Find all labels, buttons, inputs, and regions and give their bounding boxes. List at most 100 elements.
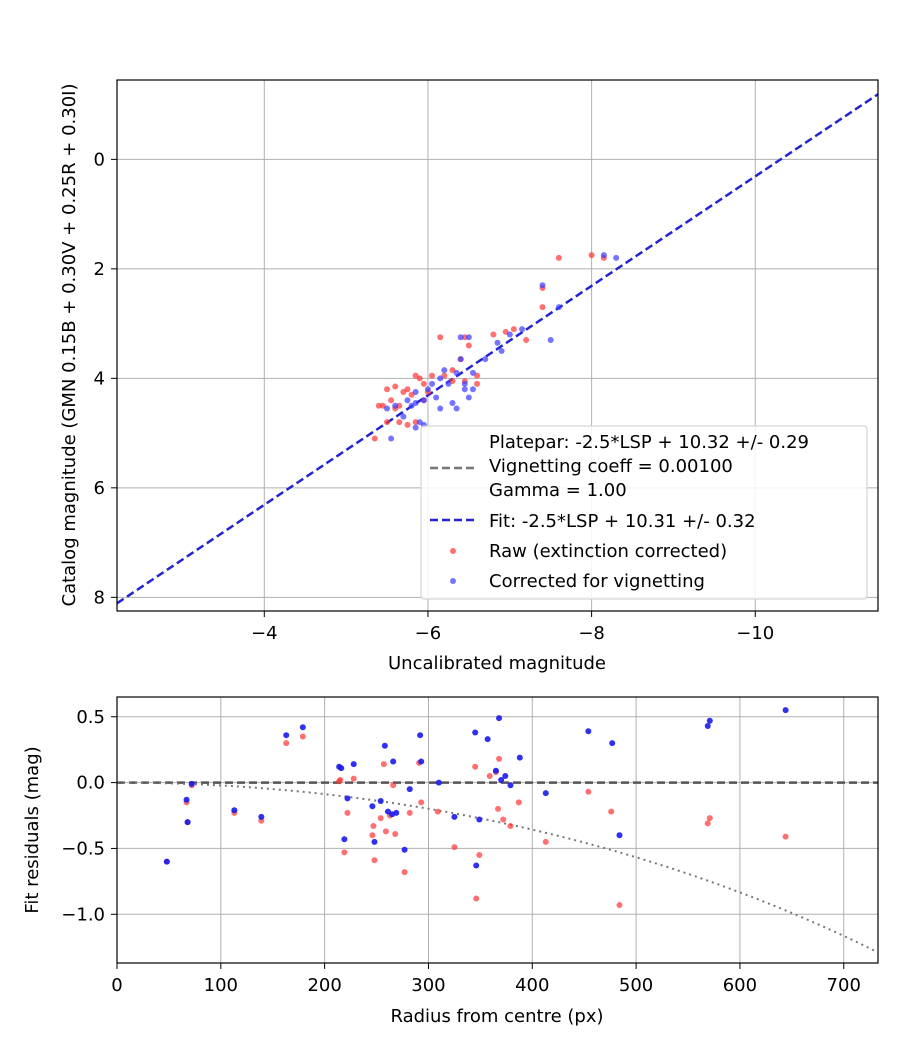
corrected-point bbox=[437, 375, 444, 382]
corrected-residual-point bbox=[704, 722, 711, 729]
top-y-ticks: 0 2 4 6 8 bbox=[94, 149, 117, 608]
raw-point bbox=[384, 386, 391, 393]
corrected-point bbox=[404, 397, 411, 404]
corrected-point bbox=[461, 386, 468, 393]
corrected-point bbox=[539, 282, 546, 289]
corrected-residual-point bbox=[609, 740, 616, 747]
corrected-residual-point bbox=[338, 765, 345, 772]
raw-point bbox=[490, 331, 497, 338]
raw-point bbox=[588, 252, 595, 259]
raw-point bbox=[371, 435, 378, 442]
raw-point bbox=[510, 326, 517, 333]
bottom-x-tick-label: 700 bbox=[827, 975, 861, 996]
top-axes-frame bbox=[116, 79, 879, 612]
raw-point bbox=[523, 337, 530, 344]
raw-residual-point bbox=[507, 823, 514, 830]
corrected-residual-point bbox=[507, 782, 514, 789]
bottom-y-ticks: 0.5 0.0 −0.5 −1.0 bbox=[61, 707, 117, 925]
corrected-residual-point bbox=[258, 813, 265, 820]
top-y-axis-label: Catalog magnitude (GMN 0.15B + 0.30V + 0… bbox=[59, 83, 80, 606]
raw-residual-point bbox=[371, 857, 378, 864]
top-plot-area bbox=[116, 93, 879, 605]
raw-point bbox=[437, 334, 444, 341]
bottom-x-tick-label: 200 bbox=[307, 975, 341, 996]
bottom-axes-frame bbox=[116, 696, 879, 964]
corrected-point bbox=[449, 399, 456, 406]
legend-vignetting-label: Vignetting coeff = 0.00100 bbox=[489, 456, 733, 477]
corrected-residual-point bbox=[381, 742, 388, 749]
corrected-residual-point bbox=[782, 707, 789, 714]
corrected-residual-point bbox=[418, 758, 425, 765]
top-x-tick-label: −8 bbox=[578, 623, 605, 644]
corrected-residual-point bbox=[585, 728, 592, 735]
raw-residual-point bbox=[390, 782, 397, 789]
corrected-residual-point bbox=[231, 807, 238, 814]
bottom-x-ticks: 0 100 200 300 400 500 600 700 bbox=[111, 963, 861, 996]
bottom-x-tick-label: 400 bbox=[515, 975, 549, 996]
corrected-point bbox=[441, 367, 448, 374]
legend-corrected-marker-icon bbox=[450, 578, 456, 584]
corrected-residual-point bbox=[344, 795, 351, 802]
bottom-y-tick-label: −0.5 bbox=[61, 838, 105, 859]
corrected-point bbox=[555, 304, 562, 311]
raw-residual-point bbox=[380, 761, 387, 768]
raw-residual-point bbox=[337, 776, 344, 783]
top-x-tick-label: −4 bbox=[251, 623, 278, 644]
corrected-residual-point bbox=[492, 767, 499, 774]
legend-box bbox=[420, 425, 868, 600]
corrected-residual-point bbox=[451, 813, 458, 820]
corrected-point bbox=[429, 380, 436, 387]
corrected-point bbox=[461, 380, 468, 387]
raw-residual-point bbox=[392, 830, 399, 837]
top-y-tick-label: 0 bbox=[94, 149, 105, 170]
bottom-y-tick-label: 0.5 bbox=[76, 707, 105, 728]
bottom-plot-area bbox=[116, 707, 879, 954]
corrected-point bbox=[506, 331, 513, 338]
legend-fit-label: Fit: -2.5*LSP + 10.31 +/- 0.32 bbox=[489, 511, 756, 532]
raw-point bbox=[429, 372, 436, 379]
top-grid bbox=[117, 80, 878, 611]
corrected-point bbox=[384, 405, 391, 412]
fit-line bbox=[116, 93, 879, 605]
raw-residual-point bbox=[283, 740, 290, 747]
raw-residual-point bbox=[706, 815, 713, 822]
corrected-point bbox=[547, 337, 554, 344]
bottom-x-tick-label: 300 bbox=[411, 975, 445, 996]
raw-residual-point bbox=[350, 775, 357, 782]
legend-raw-label: Raw (extinction corrected) bbox=[489, 541, 727, 562]
raw-residual-point bbox=[495, 805, 502, 812]
raw-residual-point bbox=[434, 808, 441, 815]
corrected-residual-point bbox=[476, 816, 483, 823]
corrected-residual-point bbox=[377, 798, 384, 805]
corrected-point bbox=[433, 394, 440, 401]
top-y-tick-label: 6 bbox=[94, 478, 105, 499]
corrected-point bbox=[388, 435, 395, 442]
top-legend: Platepar: -2.5*LSP + 10.32 +/- 0.29 Vign… bbox=[420, 425, 868, 600]
raw-residual-point bbox=[382, 828, 389, 835]
corrected-residual-point bbox=[188, 780, 195, 787]
corrected-residual-point bbox=[616, 832, 623, 839]
raw-point bbox=[404, 421, 411, 428]
legend-corrected-label: Corrected for vignetting bbox=[489, 571, 705, 592]
raw-point bbox=[396, 419, 403, 426]
corrected-point bbox=[400, 413, 407, 420]
corrected-residual-point bbox=[183, 796, 190, 803]
raw-residual-point bbox=[451, 844, 458, 851]
raw-residual-point bbox=[542, 838, 549, 845]
corrected-residual-point bbox=[371, 838, 378, 845]
bottom-x-tick-label: 600 bbox=[723, 975, 757, 996]
corrected-residual-point bbox=[496, 715, 503, 722]
bottom-y-axis-label: Fit residuals (mag) bbox=[22, 746, 43, 913]
raw-point bbox=[474, 380, 481, 387]
corrected-residual-point bbox=[516, 754, 523, 761]
corrected-residual-point bbox=[472, 729, 479, 736]
corrected-residual-point bbox=[706, 717, 713, 724]
raw-residual-point bbox=[472, 763, 479, 770]
corrected-point bbox=[613, 254, 620, 261]
corrected-residual-point bbox=[390, 758, 397, 765]
raw-residual-point bbox=[585, 788, 592, 795]
raw-residual-point bbox=[473, 895, 480, 902]
raw-residual-point bbox=[370, 823, 377, 830]
raw-residual-point bbox=[500, 816, 507, 823]
raw-residual-point bbox=[401, 869, 408, 876]
